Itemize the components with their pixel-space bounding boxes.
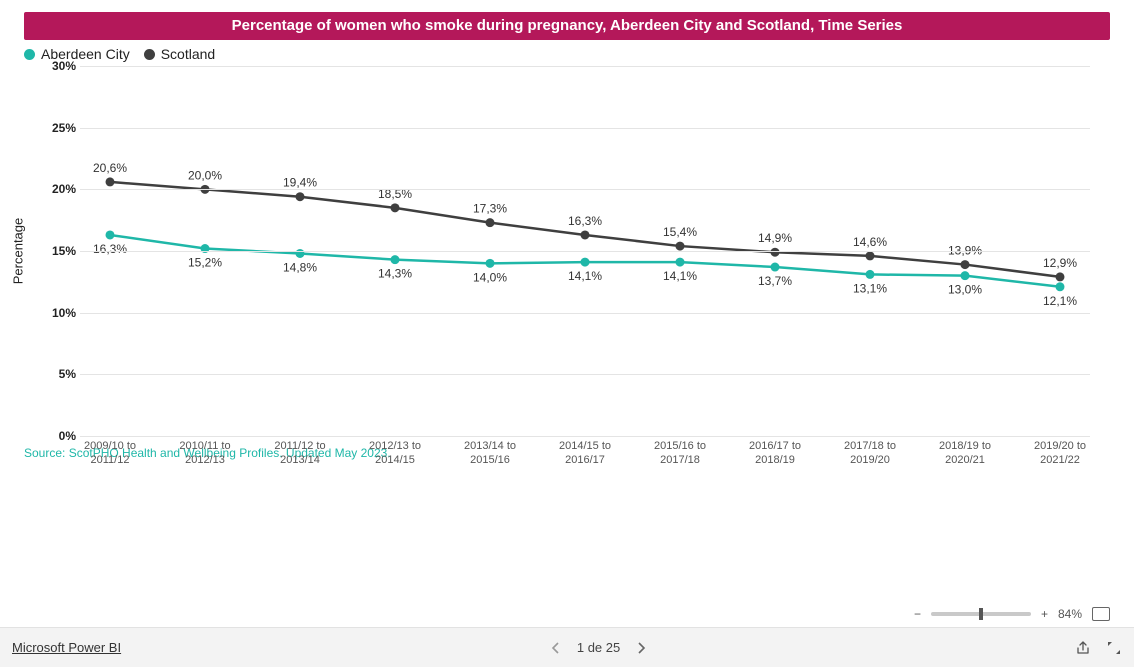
share-button[interactable]	[1076, 640, 1092, 656]
powerbi-link[interactable]: Microsoft Power BI	[12, 640, 121, 655]
data-label: 16,3%	[568, 214, 602, 228]
x-tick-label: 2018/19 to 2020/21	[939, 440, 991, 468]
fit-to-page-button[interactable]	[1092, 607, 1110, 621]
data-point[interactable]	[1056, 272, 1065, 281]
zoom-in-button[interactable]: +	[1041, 607, 1048, 621]
fullscreen-button[interactable]	[1106, 640, 1122, 656]
data-point[interactable]	[486, 259, 495, 268]
next-page-button[interactable]	[632, 639, 650, 657]
data-point[interactable]	[676, 242, 685, 251]
legend-item[interactable]: Aberdeen City	[24, 46, 130, 62]
data-label: 12,1%	[1043, 294, 1077, 308]
chevron-right-icon	[636, 642, 646, 654]
data-point[interactable]	[581, 230, 590, 239]
status-bar: Microsoft Power BI 1 de 25	[0, 627, 1134, 667]
chart-area: Percentage 0%5%10%15%20%25%30% 16,3%15,2…	[24, 66, 1110, 436]
data-label: 13,0%	[948, 283, 982, 297]
data-point[interactable]	[676, 258, 685, 267]
y-tick-label: 20%	[52, 182, 76, 196]
x-tick-label: 2014/15 to 2016/17	[559, 440, 611, 468]
zoom-percent: 84%	[1058, 607, 1082, 621]
data-label: 13,7%	[758, 274, 792, 288]
data-label: 20,6%	[93, 161, 127, 175]
zoom-slider-handle[interactable]	[979, 608, 983, 620]
share-icon	[1076, 640, 1092, 656]
legend-marker	[144, 49, 155, 60]
data-label: 13,1%	[853, 281, 887, 295]
status-right	[1076, 640, 1122, 656]
y-tick-label: 25%	[52, 121, 76, 135]
status-left: Microsoft Power BI	[12, 640, 121, 655]
x-tick-label: 2010/11 to 2012/13	[179, 440, 230, 468]
y-tick-label: 0%	[59, 429, 76, 443]
pager: 1 de 25	[547, 639, 650, 657]
data-label: 15,2%	[188, 256, 222, 270]
data-label: 14,8%	[283, 260, 317, 274]
data-label: 14,9%	[758, 231, 792, 245]
x-tick-label: 2019/20 to 2021/22	[1034, 440, 1086, 468]
chart-title: Percentage of women who smoke during pre…	[24, 12, 1110, 40]
data-point[interactable]	[961, 271, 970, 280]
data-point[interactable]	[106, 230, 115, 239]
legend-item[interactable]: Scotland	[144, 46, 215, 62]
data-label: 17,3%	[473, 202, 507, 216]
zoom-out-button[interactable]: −	[914, 607, 921, 621]
fullscreen-icon	[1106, 640, 1122, 656]
y-tick-label: 5%	[59, 367, 76, 381]
data-label: 16,3%	[93, 242, 127, 256]
data-label: 12,9%	[1043, 256, 1077, 270]
data-point[interactable]	[866, 251, 875, 260]
data-label: 14,0%	[473, 270, 507, 284]
data-point[interactable]	[391, 203, 400, 212]
zoom-controls-top: − + 84%	[914, 607, 1110, 621]
data-point[interactable]	[771, 248, 780, 257]
plot-area: 0%5%10%15%20%25%30% 16,3%15,2%14,8%14,3%…	[80, 66, 1090, 436]
data-point[interactable]	[581, 258, 590, 267]
x-tick-label: 2015/16 to 2017/18	[654, 440, 706, 468]
grid-line	[80, 128, 1090, 129]
page-indicator: 1 de 25	[577, 640, 620, 655]
data-point[interactable]	[1056, 282, 1065, 291]
x-tick-label: 2012/13 to 2014/15	[369, 440, 421, 468]
grid-line	[80, 66, 1090, 67]
grid-line	[80, 313, 1090, 314]
data-label: 14,6%	[853, 235, 887, 249]
chevron-left-icon	[551, 642, 561, 654]
data-label: 14,1%	[663, 269, 697, 283]
data-point[interactable]	[771, 263, 780, 272]
y-axis-title: Percentage	[11, 218, 26, 285]
prev-page-button[interactable]	[547, 639, 565, 657]
legend: Aberdeen City Scotland	[24, 46, 1110, 62]
report-viewport: Percentage of women who smoke during pre…	[0, 0, 1134, 667]
grid-line	[80, 251, 1090, 252]
data-point[interactable]	[106, 177, 115, 186]
zoom-slider[interactable]	[931, 612, 1031, 616]
data-point[interactable]	[961, 260, 970, 269]
y-tick-label: 15%	[52, 244, 76, 258]
y-tick-label: 30%	[52, 59, 76, 73]
data-point[interactable]	[296, 192, 305, 201]
data-label: 14,1%	[568, 269, 602, 283]
data-point[interactable]	[391, 255, 400, 264]
x-tick-label: 2013/14 to 2015/16	[464, 440, 516, 468]
x-tick-label: 2016/17 to 2018/19	[749, 440, 801, 468]
data-label: 20,0%	[188, 168, 222, 182]
x-tick-label: 2011/12 to 2013/14	[274, 440, 325, 468]
x-axis-labels: 2009/10 to 2011/12 2010/11 to 2012/13 2011…	[80, 436, 1090, 472]
report-canvas: Percentage of women who smoke during pre…	[0, 0, 1134, 627]
x-tick-label: 2017/18 to 2019/20	[844, 440, 896, 468]
data-label: 15,4%	[663, 225, 697, 239]
legend-label: Scotland	[161, 46, 215, 62]
legend-marker	[24, 49, 35, 60]
grid-line	[80, 374, 1090, 375]
y-tick-label: 10%	[52, 306, 76, 320]
data-label: 14,3%	[378, 267, 412, 281]
data-label: 19,4%	[283, 176, 317, 190]
y-axis-ticks: 0%5%10%15%20%25%30%	[36, 66, 76, 436]
grid-line	[80, 189, 1090, 190]
x-tick-label: 2009/10 to 2011/12	[84, 440, 136, 468]
data-point[interactable]	[486, 218, 495, 227]
data-point[interactable]	[866, 270, 875, 279]
